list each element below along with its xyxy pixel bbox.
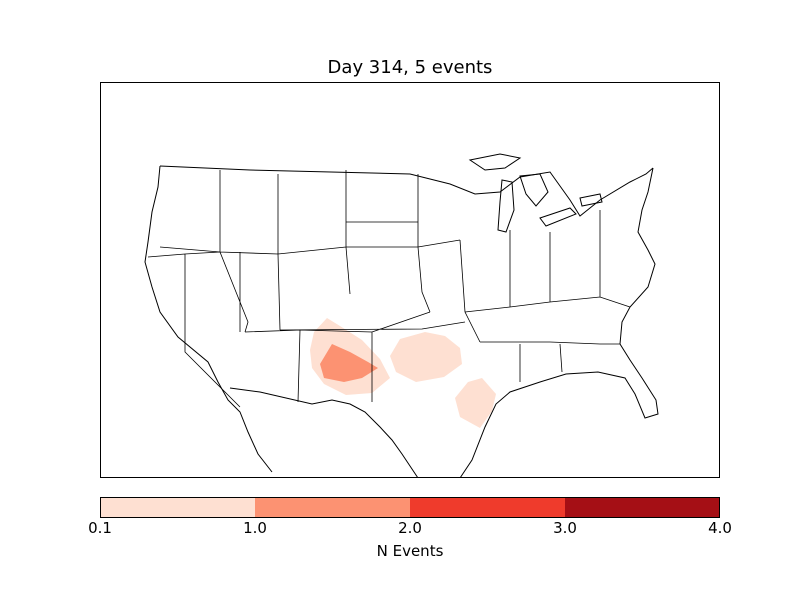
colorbar-tick-label: 1.0 (243, 519, 267, 537)
contour-low-central (390, 332, 462, 382)
lake-erie (539, 207, 577, 227)
colorbar-label: N Events (376, 542, 444, 560)
colorbar-segment (410, 497, 565, 518)
colorbar-tick-label: 4.0 (708, 519, 732, 537)
colorbar-tick-label: 0.1 (88, 519, 112, 537)
contour-mid-west (320, 344, 378, 382)
lake-huron (519, 173, 549, 207)
colorbar (100, 497, 720, 518)
lake-michigan (497, 179, 515, 233)
lake-superior (468, 153, 522, 171)
border-us-mexico (229, 387, 419, 478)
event-density-contours (310, 318, 496, 428)
contour-low-southeast (455, 378, 496, 428)
colorbar-segment (255, 497, 410, 518)
colorbar-border (100, 497, 720, 518)
lake-ontario (579, 193, 603, 207)
state-lines (147, 170, 631, 408)
east-coast (459, 167, 659, 478)
map-title: Day 314, 5 events (327, 57, 493, 78)
west-coast (144, 165, 273, 473)
colorbar-segment (565, 497, 720, 518)
colorbar-tick-label: 3.0 (553, 519, 577, 537)
colorbar-segment (100, 497, 255, 518)
border-us-canada (159, 165, 654, 217)
map-border (100, 82, 720, 478)
colorbar-tick-label: 2.0 (398, 519, 422, 537)
map-boundaries (144, 153, 659, 478)
map-panel (100, 82, 720, 478)
